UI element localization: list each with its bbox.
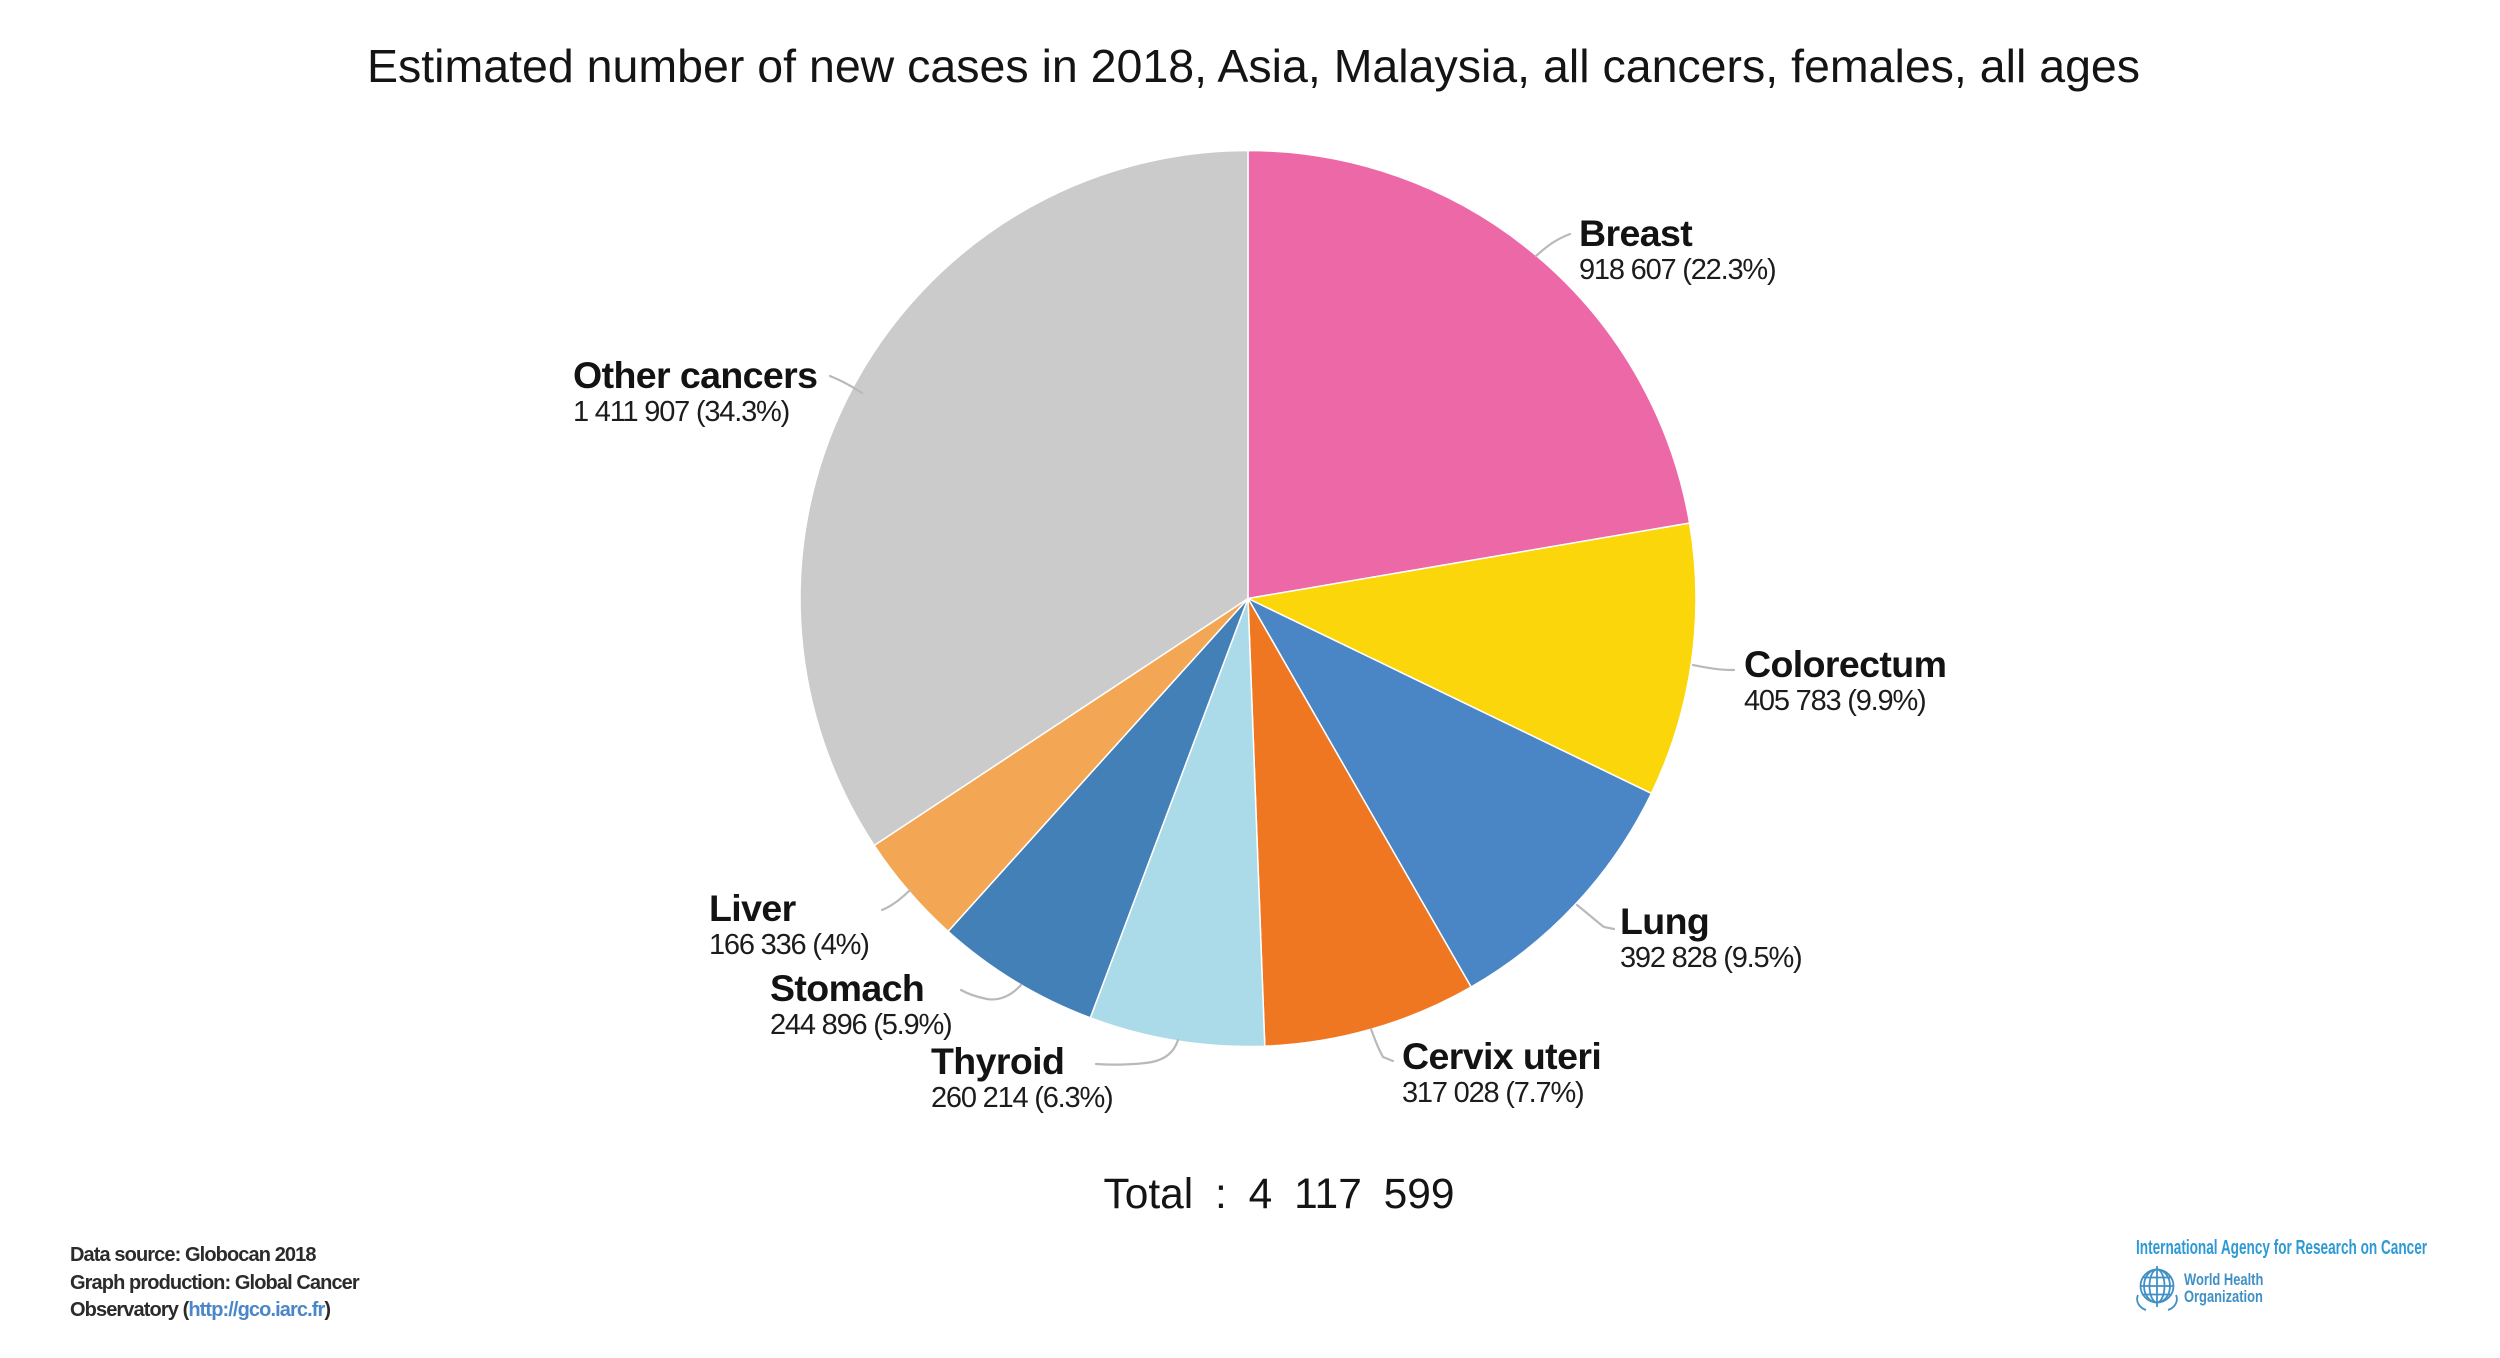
svg-text:Other cancers: Other cancers <box>573 354 817 396</box>
svg-text:Stomach: Stomach <box>770 967 924 1009</box>
svg-text:918 607 (22.3%): 918 607 (22.3%) <box>1579 254 1775 286</box>
svg-text:Lung: Lung <box>1620 900 1709 942</box>
svg-text:Breast: Breast <box>1579 212 1693 254</box>
svg-text:Cervix uteri: Cervix uteri <box>1402 1035 1601 1077</box>
svg-text:244 896 (5.9%): 244 896 (5.9%) <box>770 1009 952 1041</box>
svg-text:392 828 (9.5%): 392 828 (9.5%) <box>1620 942 1802 974</box>
svg-text:International Agency for Resea: International Agency for Research on Can… <box>2136 1236 2427 1258</box>
svg-text:Organization: Organization <box>2184 1287 2263 1306</box>
svg-text:Total : 4 117 599: Total : 4 117 599 <box>1103 1171 1454 1218</box>
svg-text:Colorectum: Colorectum <box>1744 643 1946 685</box>
svg-text:Graph production: Global Cance: Graph production: Global Cancer <box>70 1272 360 1294</box>
svg-text:Thyroid: Thyroid <box>931 1040 1064 1082</box>
svg-text:World Health: World Health <box>2184 1270 2263 1289</box>
svg-text:Observatory (http://gco.iarc.f: Observatory (http://gco.iarc.fr) <box>70 1299 330 1321</box>
svg-text:260 214 (6.3%): 260 214 (6.3%) <box>931 1082 1113 1114</box>
svg-text:Data source: Globocan 2018: Data source: Globocan 2018 <box>70 1244 316 1266</box>
svg-text:317 028 (7.7%): 317 028 (7.7%) <box>1402 1077 1584 1109</box>
svg-text:1 411 907 (34.3%): 1 411 907 (34.3%) <box>573 396 789 428</box>
svg-text:Estimated number of new cases: Estimated number of new cases in 2018, A… <box>367 40 2140 92</box>
svg-text:166 336 (4%): 166 336 (4%) <box>709 929 869 961</box>
svg-text:405 783 (9.9%): 405 783 (9.9%) <box>1744 685 1926 717</box>
svg-text:Liver: Liver <box>709 887 797 929</box>
